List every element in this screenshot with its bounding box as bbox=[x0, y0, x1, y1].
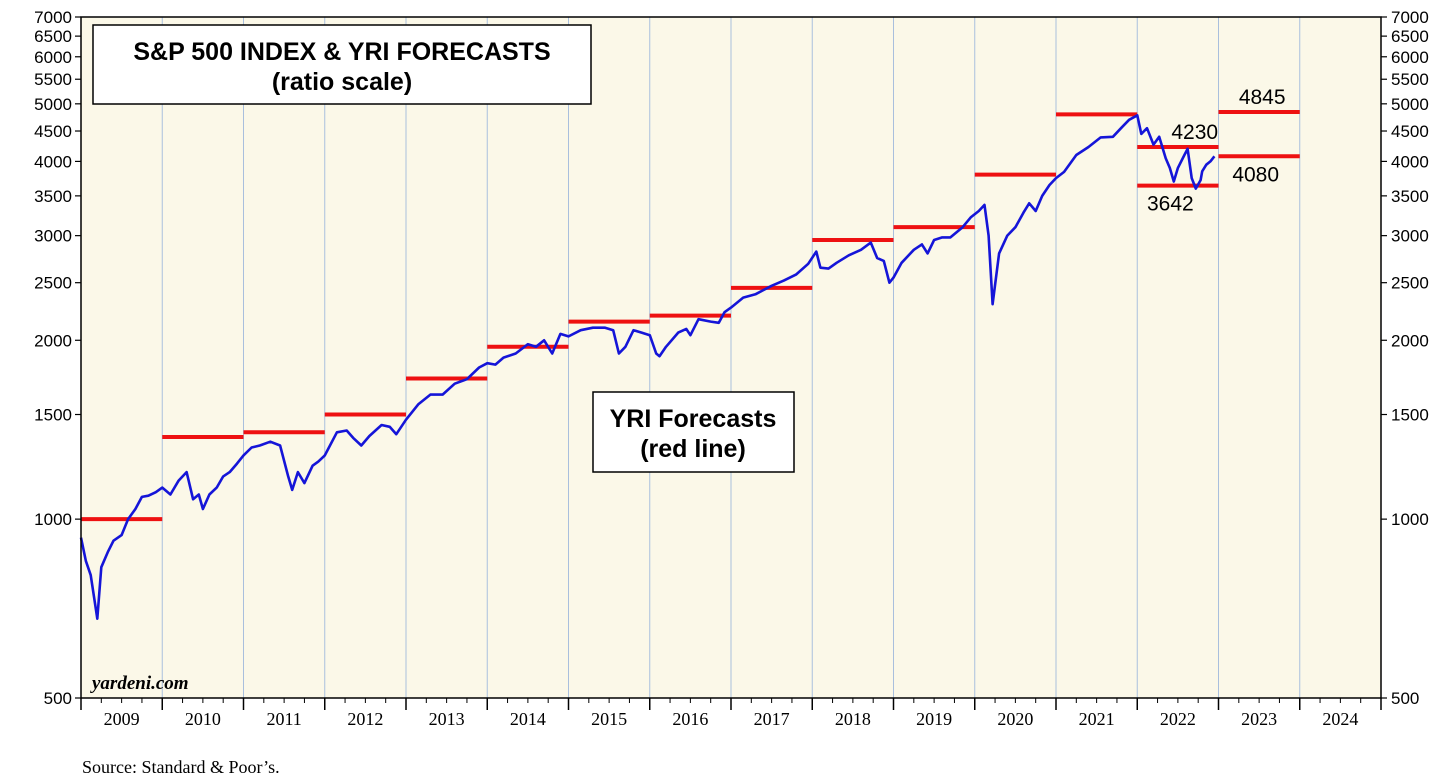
right-tick-label: 7000 bbox=[1391, 8, 1429, 27]
right-tick-label: 4500 bbox=[1391, 122, 1429, 141]
left-tick-label: 7000 bbox=[34, 8, 72, 27]
legend-sublabel: (red line) bbox=[640, 435, 746, 463]
x-tick-label: 2011 bbox=[266, 709, 301, 729]
x-tick-label: 2021 bbox=[1079, 709, 1115, 729]
right-tick-label: 2000 bbox=[1391, 331, 1429, 350]
x-tick-label: 2019 bbox=[916, 709, 952, 729]
x-tick-label: 2015 bbox=[591, 709, 627, 729]
right-tick-label: 500 bbox=[1391, 689, 1419, 708]
left-tick-label: 1000 bbox=[34, 510, 72, 529]
left-tick-label: 6500 bbox=[34, 27, 72, 46]
legend-label: YRI Forecasts bbox=[610, 405, 777, 433]
x-tick-label: 2020 bbox=[997, 709, 1033, 729]
right-tick-label: 5500 bbox=[1391, 70, 1429, 89]
forecast-value-label: 4230 bbox=[1171, 121, 1218, 144]
year-gridlines bbox=[161, 17, 1301, 698]
left-tick-label: 3500 bbox=[34, 187, 72, 206]
source-note: Source: Standard & Poor’s. bbox=[82, 757, 280, 777]
right-y-axis: 500 1000 1500 2000 2500 3000 3500 4000 4500 5000 5… bbox=[1381, 8, 1429, 708]
x-tick-label: 2022 bbox=[1160, 709, 1196, 729]
left-tick-label: 4500 bbox=[34, 122, 72, 141]
x-tick-label: 2018 bbox=[835, 709, 871, 729]
legend-box: YRI Forecasts (red line) bbox=[592, 391, 795, 473]
right-tick-label: 2500 bbox=[1391, 274, 1429, 293]
left-tick-label: 2000 bbox=[34, 331, 72, 350]
x-tick-label: 2017 bbox=[754, 709, 790, 729]
left-tick-label: 3000 bbox=[34, 227, 72, 246]
forecast-value-label: 4080 bbox=[1232, 163, 1279, 186]
forecast-value-label: 4845 bbox=[1239, 86, 1286, 109]
right-tick-label: 6500 bbox=[1391, 27, 1429, 46]
left-tick-label: 500 bbox=[44, 689, 72, 708]
x-tick-label: 2013 bbox=[429, 709, 465, 729]
x-tick-label: 2009 bbox=[104, 709, 140, 729]
right-tick-label: 1500 bbox=[1391, 406, 1429, 425]
right-tick-label: 3000 bbox=[1391, 227, 1429, 246]
right-tick-label: 4000 bbox=[1391, 152, 1429, 171]
left-tick-label: 6000 bbox=[34, 48, 72, 67]
x-tick-label: 2023 bbox=[1241, 709, 1277, 729]
sp500-index-line bbox=[79, 114, 1216, 620]
chart-title: S&P 500 INDEX & YRI FORECASTS bbox=[133, 38, 550, 66]
title-box: S&P 500 INDEX & YRI FORECASTS (ratio sca… bbox=[92, 24, 592, 105]
right-tick-label: 3500 bbox=[1391, 187, 1429, 206]
left-tick-label: 4000 bbox=[34, 152, 72, 171]
left-y-axis: 500 1000 1500 2000 2500 3000 3500 4000 4500 5000 5… bbox=[34, 8, 81, 708]
x-axis: 2009 2010 2011 2012 2013 2014 2015 2016 2017 2018… bbox=[80, 698, 1382, 729]
left-tick-label: 1500 bbox=[34, 406, 72, 425]
x-tick-label: 2016 bbox=[672, 709, 708, 729]
left-tick-label: 5500 bbox=[34, 70, 72, 89]
forecast-value-label: 3642 bbox=[1147, 193, 1194, 216]
brand-watermark: yardeni.com bbox=[90, 673, 189, 694]
chart-subtitle: (ratio scale) bbox=[272, 68, 412, 96]
right-tick-label: 6000 bbox=[1391, 48, 1429, 67]
left-tick-label: 5000 bbox=[34, 95, 72, 114]
forecast-annotations: 4845 4230 4080 3642 bbox=[1147, 86, 1286, 216]
x-tick-label: 2012 bbox=[347, 709, 383, 729]
x-tick-label: 2014 bbox=[510, 709, 546, 729]
right-tick-label: 1000 bbox=[1391, 510, 1429, 529]
x-tick-label: 2010 bbox=[185, 709, 221, 729]
right-tick-label: 5000 bbox=[1391, 95, 1429, 114]
left-tick-label: 2500 bbox=[34, 274, 72, 293]
forecast-lines bbox=[81, 109, 1300, 522]
plot-frame bbox=[80, 16, 1382, 699]
x-tick-label: 2024 bbox=[1322, 709, 1358, 729]
